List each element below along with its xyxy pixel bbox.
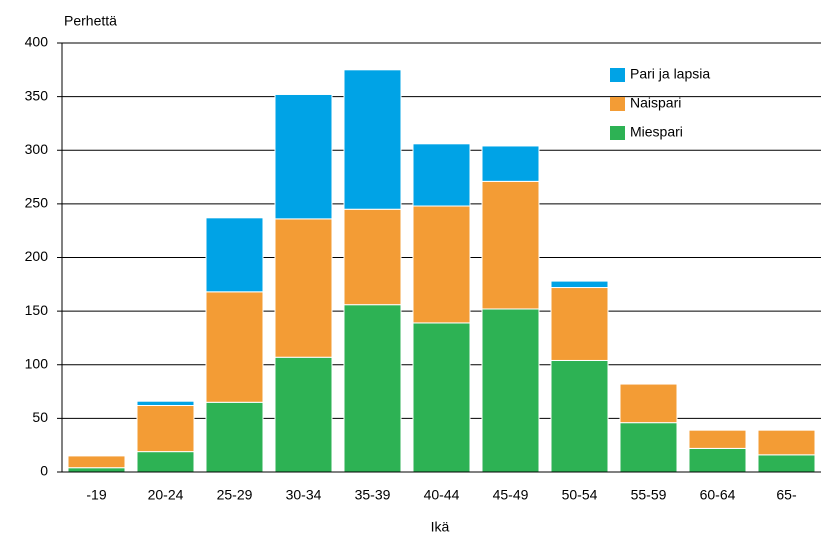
y-tick-label: 50 <box>32 409 48 425</box>
y-tick-label: 300 <box>25 141 49 157</box>
legend-swatch <box>610 126 625 140</box>
bar-segment <box>757 429 816 456</box>
bar-segment <box>412 143 471 207</box>
bar-segment <box>688 429 747 449</box>
y-tick-label: 150 <box>25 302 49 318</box>
y-axis-label: Perhettä <box>64 13 117 29</box>
bar-segment <box>481 145 540 182</box>
bar-segment <box>550 287 609 361</box>
x-tick-label: 30-34 <box>286 487 322 503</box>
bar-segment <box>205 291 264 403</box>
x-tick-label: 45-49 <box>493 487 529 503</box>
y-tick-label: 100 <box>25 355 49 371</box>
bar-segment <box>205 217 264 293</box>
bar-segment <box>343 304 402 473</box>
bar-segment <box>343 208 402 306</box>
y-tick-label: 400 <box>25 34 49 50</box>
legend-label: Miespari <box>630 124 683 140</box>
legend-swatch <box>610 97 625 111</box>
x-tick-label: -19 <box>86 487 106 503</box>
bar-segment <box>274 218 333 358</box>
bar-segment <box>550 359 609 473</box>
x-tick-label: 40-44 <box>424 487 460 503</box>
bar-segment <box>757 454 816 473</box>
x-tick-label: 55-59 <box>631 487 667 503</box>
bar-segment <box>136 405 195 453</box>
x-tick-label: 20-24 <box>148 487 184 503</box>
bar-segment <box>619 383 678 424</box>
bar-segment <box>481 308 540 473</box>
bar-segment <box>550 280 609 289</box>
legend-swatch <box>610 68 625 82</box>
bar-segment <box>412 322 471 473</box>
x-axis-label: Ikä <box>431 519 450 535</box>
legend-label: Pari ja lapsia <box>630 66 710 82</box>
bar-segment <box>412 205 471 324</box>
x-tick-label: 25-29 <box>217 487 253 503</box>
x-tick-label: 35-39 <box>355 487 391 503</box>
x-tick-label: 60-64 <box>700 487 736 503</box>
bar-segment <box>67 455 126 469</box>
y-tick-label: 250 <box>25 195 49 211</box>
bar-segment <box>274 356 333 473</box>
bar-segment <box>205 401 264 473</box>
bar-segment <box>136 400 195 407</box>
bar-segment <box>619 422 678 473</box>
bar-segment <box>688 447 747 473</box>
y-tick-label: 200 <box>25 248 49 264</box>
bar-segment <box>343 69 402 210</box>
bar-segment <box>136 451 195 473</box>
legend-label: Naispari <box>630 95 681 111</box>
bar-segment <box>274 93 333 220</box>
y-tick-label: 0 <box>40 463 48 479</box>
x-tick-label: 65- <box>776 487 797 503</box>
bar-segment <box>67 467 126 473</box>
y-tick-label: 350 <box>25 87 49 103</box>
bar-segment <box>481 180 540 310</box>
x-tick-label: 50-54 <box>562 487 598 503</box>
